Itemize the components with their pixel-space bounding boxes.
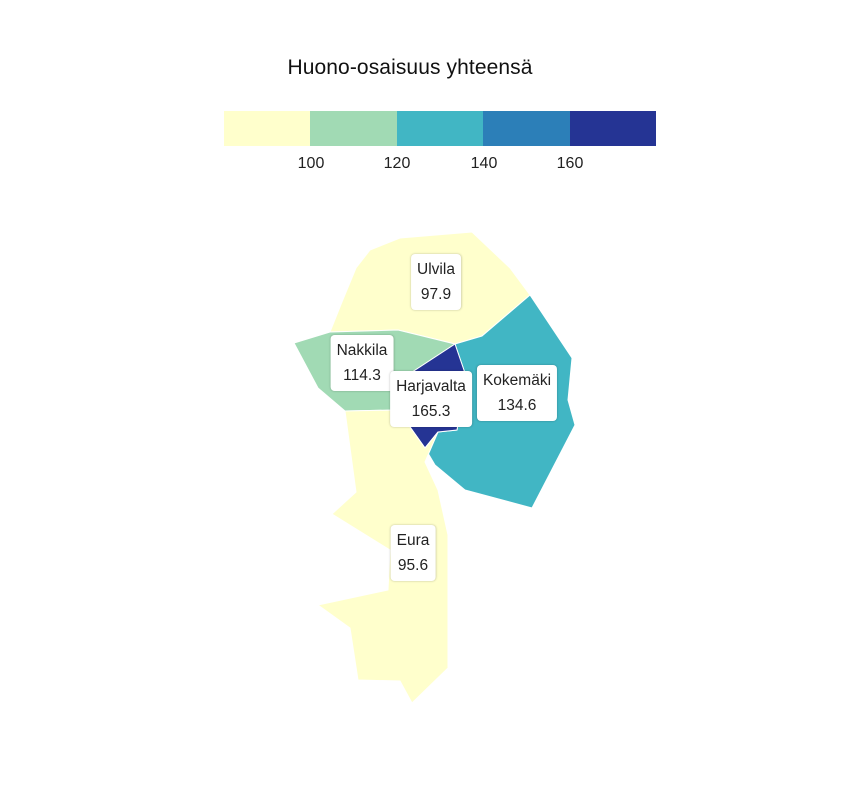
label-harjavalta-value: 165.3 xyxy=(411,403,451,420)
legend-tick-160: 160 xyxy=(556,155,584,172)
label-kokemaki: Kokemäki 134.6 xyxy=(476,365,558,421)
legend-swatch-3 xyxy=(396,111,484,146)
legend-tick-120: 120 xyxy=(383,155,411,172)
color-legend xyxy=(224,111,657,146)
legend-swatch-5 xyxy=(569,111,657,146)
legend-tick-100: 100 xyxy=(297,155,325,172)
label-kokemaki-value: 134.6 xyxy=(497,397,537,414)
label-eura-name: Eura xyxy=(396,532,430,549)
legend-tick-140: 140 xyxy=(470,155,498,172)
label-kokemaki-name: Kokemäki xyxy=(482,372,552,389)
label-nakkila-name: Nakkila xyxy=(336,342,388,359)
label-nakkila: Nakkila 114.3 xyxy=(330,335,394,391)
label-ulvila: Ulvila 97.9 xyxy=(411,254,461,310)
label-eura-value: 95.6 xyxy=(397,557,429,574)
label-harjavalta: Harjavalta 165.3 xyxy=(390,371,472,427)
legend-swatch-2 xyxy=(310,111,397,146)
label-ulvila-value: 97.9 xyxy=(420,286,452,303)
label-eura: Eura 95.6 xyxy=(390,525,436,581)
map-title: Huono-osaisuus yhteensä xyxy=(287,56,533,79)
label-nakkila-value: 114.3 xyxy=(343,367,381,384)
label-harjavalta-name: Harjavalta xyxy=(396,378,466,395)
label-ulvila-name: Ulvila xyxy=(417,261,455,278)
legend-swatch-1 xyxy=(224,111,311,146)
region-eura[interactable] xyxy=(316,409,449,704)
legend-swatch-4 xyxy=(483,111,570,146)
